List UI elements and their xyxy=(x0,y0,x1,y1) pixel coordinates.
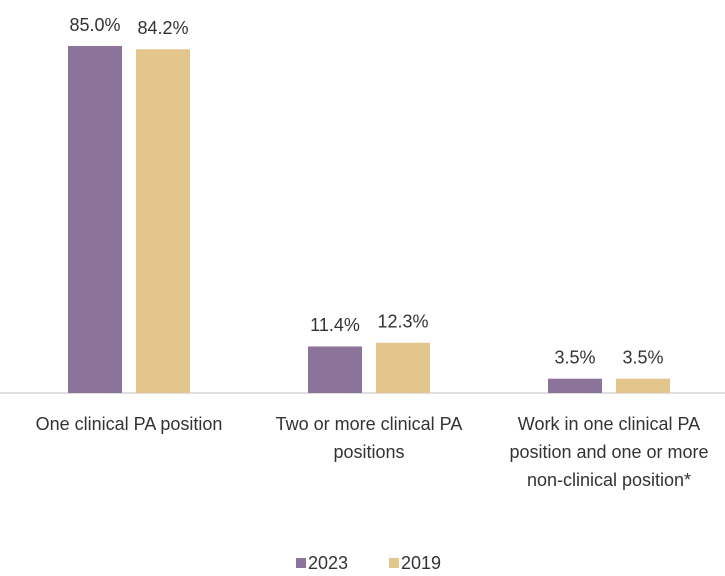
value-label: 3.5% xyxy=(622,347,663,367)
value-label: 12.3% xyxy=(377,312,428,332)
legend-swatch xyxy=(296,558,306,568)
x-tick-label: Two or more clinical PA positions xyxy=(275,414,463,462)
bar xyxy=(548,378,602,393)
value-label: 3.5% xyxy=(554,347,595,367)
bar xyxy=(308,346,362,393)
x-tick-label: One clinical PA position xyxy=(35,414,223,434)
bar xyxy=(68,46,122,393)
value-label: 85.0% xyxy=(69,15,120,35)
legend-label: 2019 xyxy=(401,553,441,573)
legend-label: 2023 xyxy=(308,553,348,573)
bar xyxy=(136,49,190,394)
legend-swatch xyxy=(389,558,399,568)
value-label: 11.4% xyxy=(310,315,360,335)
bar xyxy=(376,342,430,393)
bar xyxy=(616,378,670,393)
value-label: 84.2% xyxy=(137,18,188,38)
x-tick-label: Work in one clinical PA position and one… xyxy=(509,414,709,490)
